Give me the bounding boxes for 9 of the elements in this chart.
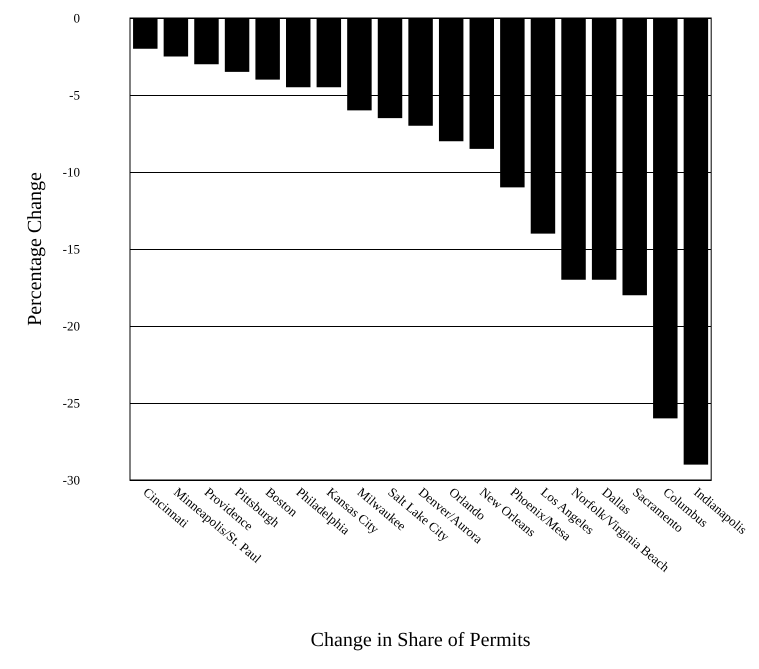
y-tick-label: 0 <box>74 10 80 26</box>
y-tick-label: -30 <box>62 472 80 488</box>
x-axis-title: Change in Share of Permits <box>310 629 531 651</box>
y-tick-label: -5 <box>69 88 80 102</box>
y-axis-title: Percentage Change <box>24 172 46 326</box>
y-tick-label: -25 <box>62 396 80 410</box>
y-tick-label: -10 <box>62 164 80 180</box>
y-tick-label: -15 <box>62 242 80 256</box>
y-tick-label: -20 <box>62 318 80 334</box>
